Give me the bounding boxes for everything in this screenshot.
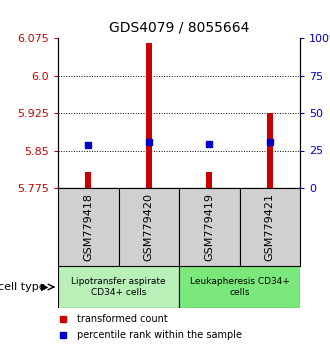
Bar <box>118 188 179 266</box>
Text: GSM779419: GSM779419 <box>204 193 214 261</box>
Text: cell type: cell type <box>0 282 46 292</box>
Text: Leukapheresis CD34+
cells: Leukapheresis CD34+ cells <box>189 277 289 297</box>
Bar <box>179 266 300 308</box>
Text: GSM779420: GSM779420 <box>144 193 154 261</box>
Text: ▶: ▶ <box>41 282 49 292</box>
Text: GSM779421: GSM779421 <box>265 193 275 261</box>
Bar <box>146 43 152 188</box>
Text: transformed count: transformed count <box>77 314 168 324</box>
Bar <box>267 113 273 188</box>
Title: GDS4079 / 8055664: GDS4079 / 8055664 <box>109 20 249 34</box>
Text: Lipotransfer aspirate
CD34+ cells: Lipotransfer aspirate CD34+ cells <box>71 277 166 297</box>
Bar <box>206 171 212 188</box>
Text: GSM779418: GSM779418 <box>83 193 93 261</box>
Bar <box>240 188 300 266</box>
Text: percentile rank within the sample: percentile rank within the sample <box>77 330 242 340</box>
Bar <box>85 171 91 188</box>
Bar <box>58 188 118 266</box>
Bar <box>58 266 179 308</box>
Bar <box>179 188 240 266</box>
